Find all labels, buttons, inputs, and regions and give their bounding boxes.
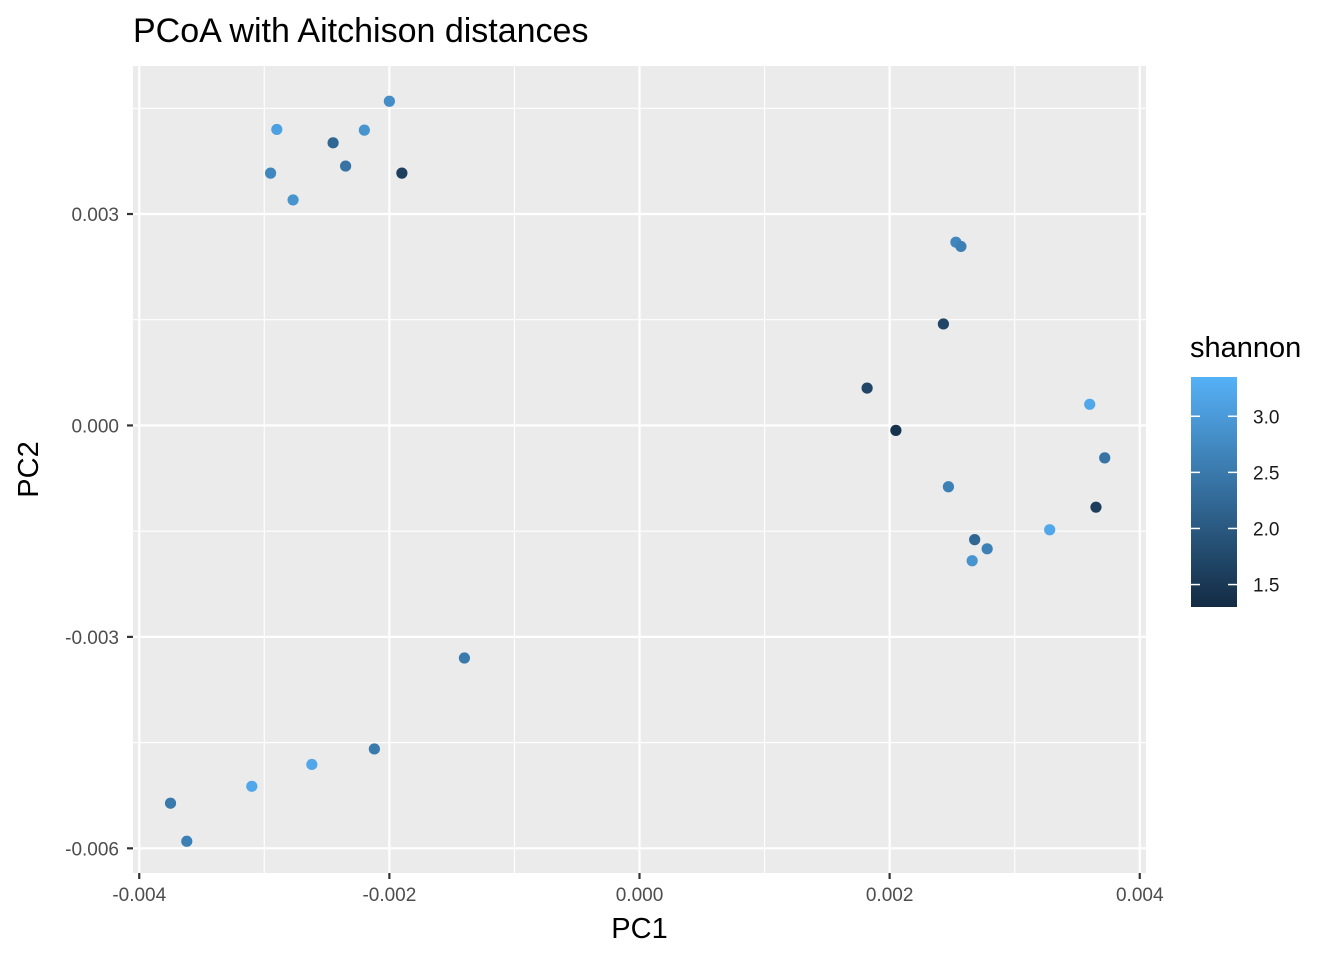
data-point [164, 797, 177, 809]
data-point [264, 167, 277, 179]
data-point [327, 137, 339, 149]
data-point [1084, 398, 1096, 410]
data-point [969, 534, 981, 546]
data-point [181, 835, 193, 847]
data-point [358, 124, 370, 136]
legend-tick-label: 3.0 [1253, 407, 1279, 428]
legend-colorbar [1191, 377, 1237, 607]
chart-title: PCoA with Aitchison distances [133, 12, 588, 50]
data-points [164, 95, 1111, 847]
legend-tick-label: 2.5 [1253, 463, 1279, 484]
legend-ticks: 1.5 2.0 2.5 3.0 [1191, 407, 1279, 597]
y-tick-label: -0.006 [65, 839, 119, 860]
grid-lines [133, 66, 1146, 873]
data-point [890, 424, 902, 436]
x-axis-title: PC1 [611, 913, 667, 945]
y-axis: -0.006 -0.003 0.000 0.003 [65, 205, 133, 860]
x-tick-label: -0.004 [112, 885, 166, 906]
data-point [1044, 524, 1056, 536]
x-tick-label: 0.002 [866, 885, 914, 906]
data-point [937, 318, 950, 330]
y-tick-label: 0.000 [71, 416, 119, 437]
data-point [1090, 501, 1102, 513]
data-point [396, 167, 408, 179]
data-point [966, 555, 978, 567]
data-point [955, 240, 967, 253]
color-legend: shannon 1.5 2.0 2.5 3.0 [1190, 332, 1301, 607]
data-point [368, 743, 380, 755]
legend-title: shannon [1190, 332, 1301, 364]
data-point [981, 543, 993, 555]
data-point [306, 758, 318, 771]
data-point [1099, 452, 1111, 464]
legend-tick-label: 2.0 [1253, 519, 1279, 540]
x-tick-label: -0.002 [362, 885, 416, 906]
x-tick-label: 0.000 [616, 885, 664, 906]
data-point [942, 481, 955, 493]
data-point [340, 160, 352, 172]
data-point [287, 194, 299, 206]
y-tick-label: -0.003 [65, 628, 119, 649]
data-point [458, 652, 471, 664]
x-tick-label: 0.004 [1116, 885, 1164, 906]
legend-tick-label: 1.5 [1253, 576, 1279, 597]
y-axis-title: PC2 [13, 441, 45, 497]
data-point [383, 95, 395, 107]
data-point [861, 382, 873, 394]
y-tick-label: 0.003 [71, 205, 119, 226]
data-point [246, 780, 258, 792]
x-axis: -0.004 -0.002 0.000 0.002 0.004 [112, 873, 1164, 906]
data-point [271, 123, 283, 136]
